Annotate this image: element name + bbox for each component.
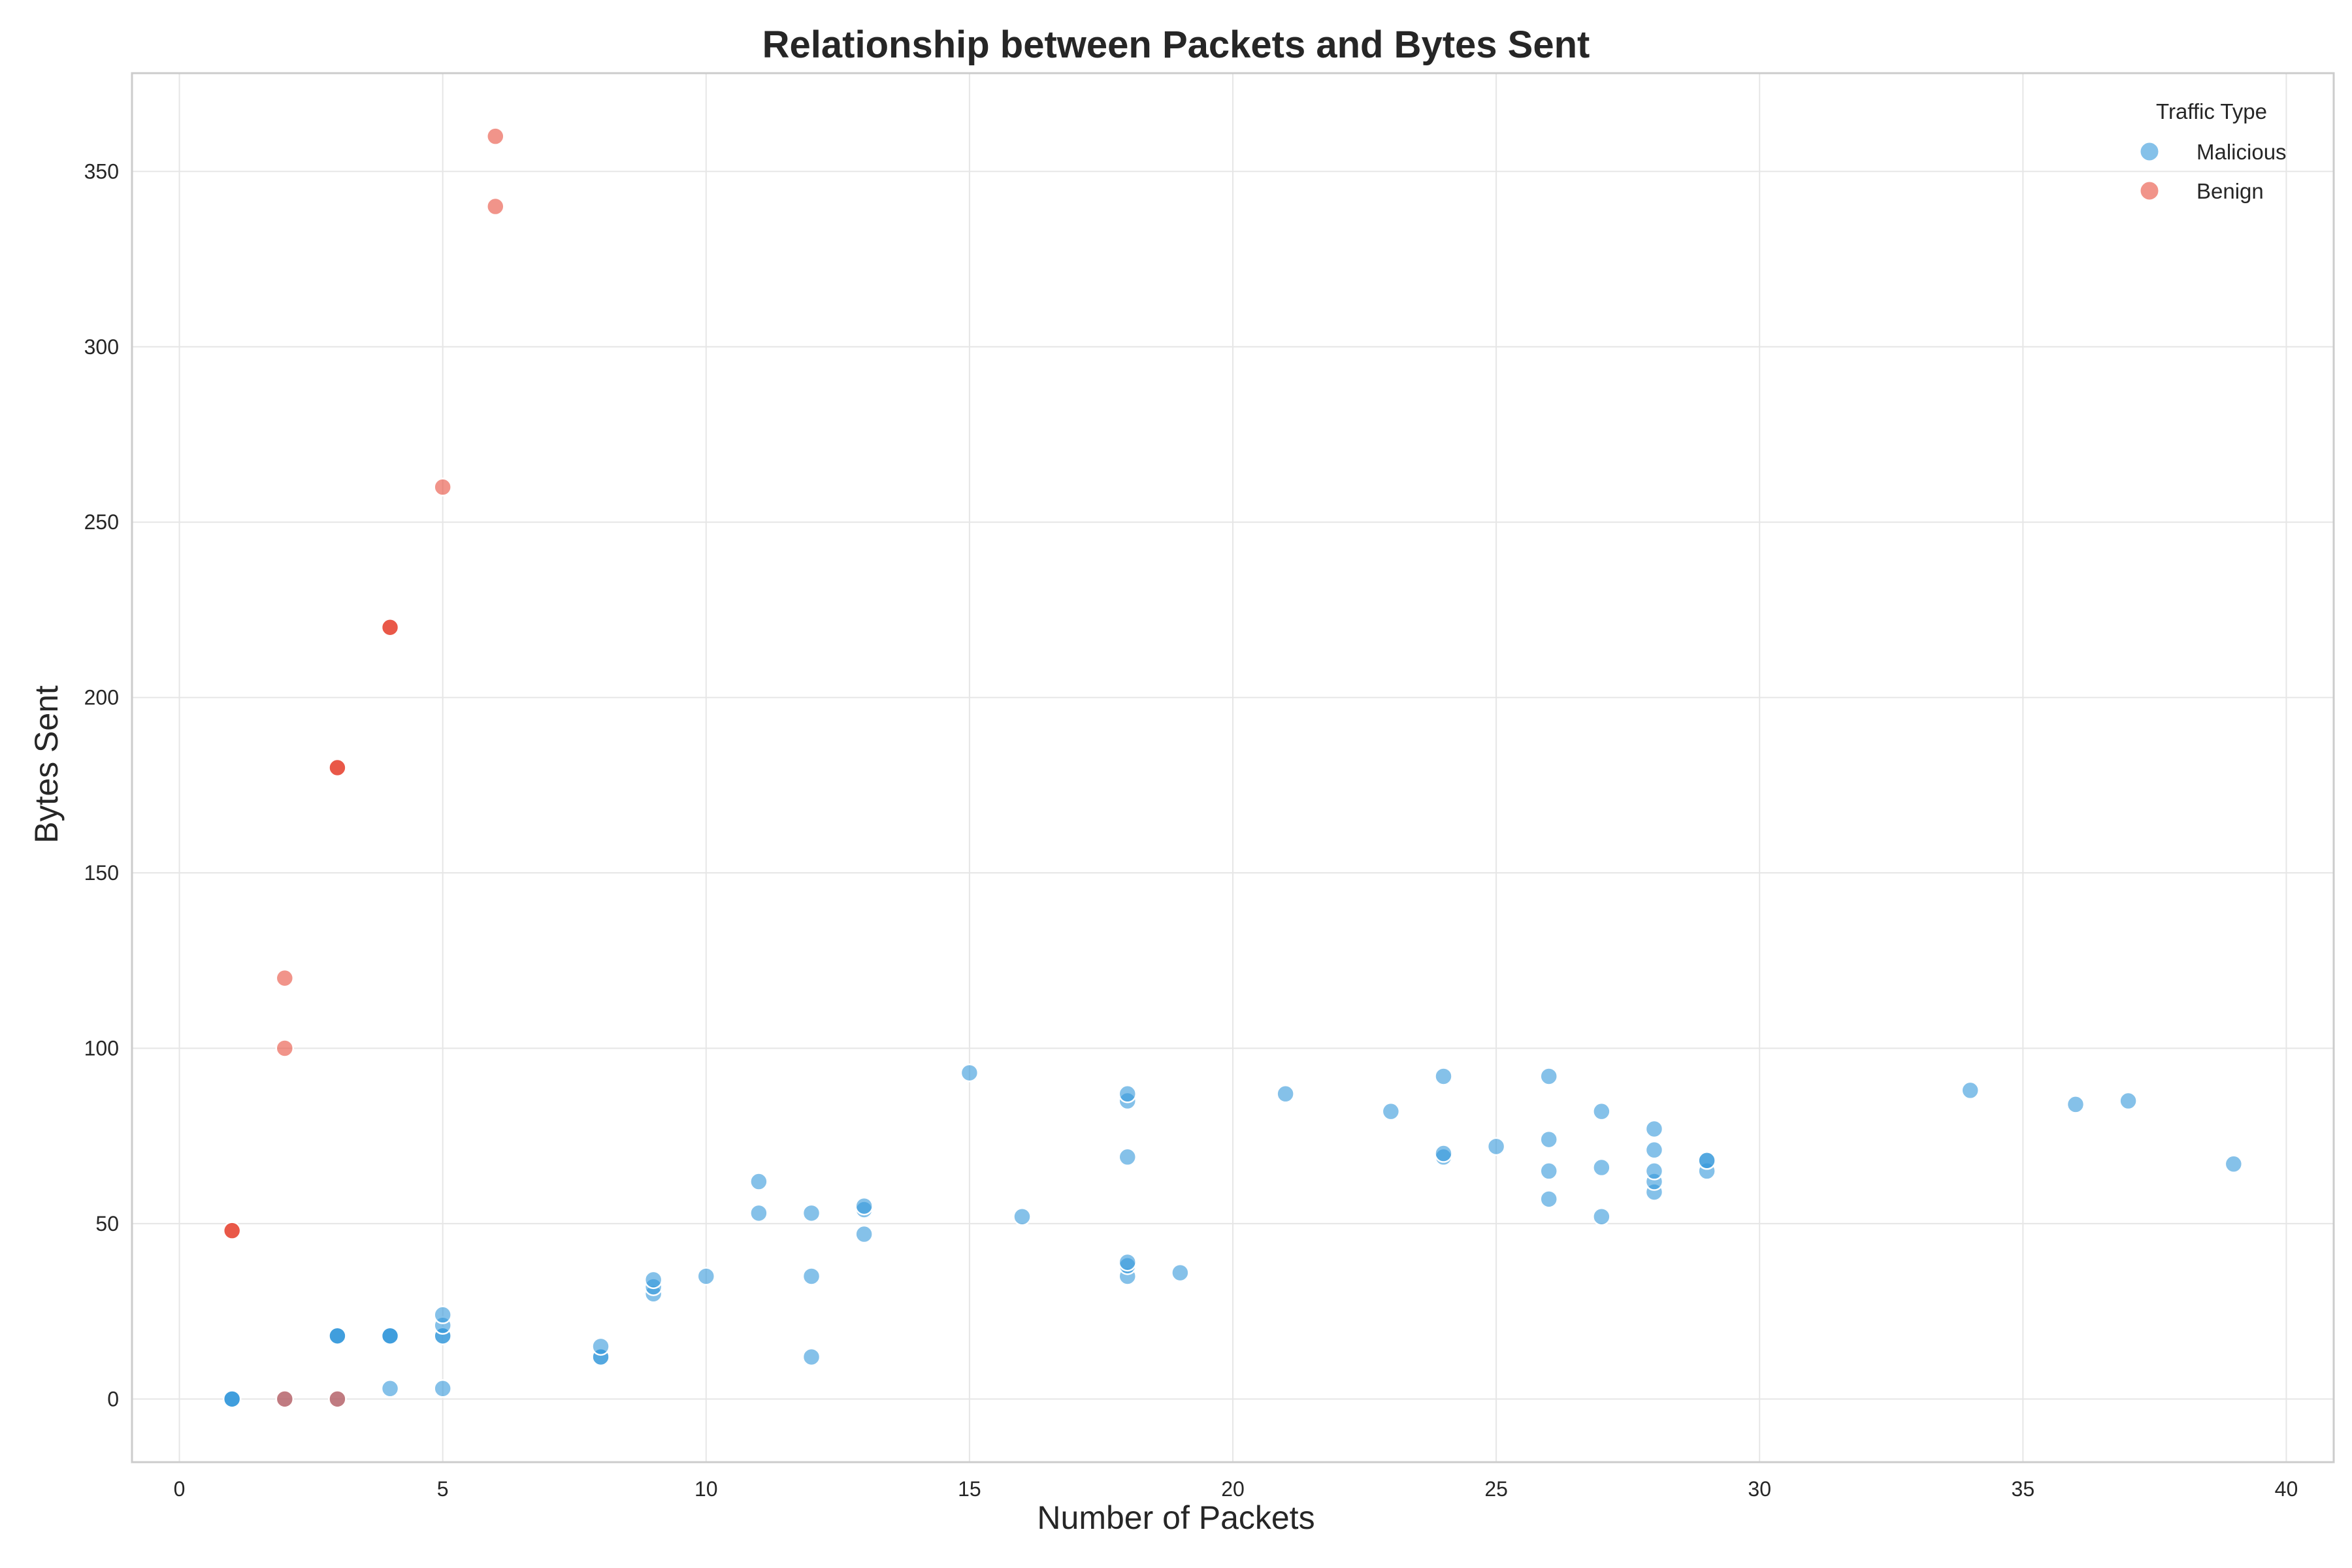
data-point-malicious	[2066, 1095, 2085, 1114]
data-point-malicious	[855, 1196, 874, 1216]
grid	[132, 73, 2334, 1462]
data-point-malicious	[433, 1379, 452, 1398]
data-point-malicious	[855, 1224, 874, 1244]
y-tick-label: 150	[84, 861, 119, 885]
data-point-malicious	[1013, 1207, 1032, 1226]
x-tick-label: 30	[1748, 1477, 1771, 1501]
data-point-malicious	[749, 1203, 768, 1223]
data-point-malicious	[1961, 1081, 1980, 1100]
y-tick-label: 50	[95, 1212, 119, 1235]
data-point-malicious	[1434, 1067, 1453, 1086]
data-point-benign	[275, 1390, 295, 1409]
data-point-malicious	[591, 1337, 610, 1356]
data-point-malicious	[1644, 1140, 1664, 1160]
data-point-malicious	[749, 1172, 768, 1191]
y-tick-label: 200	[84, 686, 119, 710]
data-point-malicious	[1539, 1130, 1558, 1149]
chart-title: Relationship between Packets and Bytes S…	[762, 24, 1590, 66]
data-point-malicious	[1644, 1162, 1664, 1181]
data-point-benign	[486, 127, 505, 146]
data-point-benign	[433, 478, 452, 497]
data-point-malicious	[1381, 1102, 1401, 1121]
y-tick-label: 300	[84, 335, 119, 359]
data-point-benign	[275, 968, 295, 988]
data-point-malicious	[1118, 1147, 1137, 1167]
data-point-malicious	[644, 1270, 663, 1290]
x-tick-label: 40	[2275, 1477, 2298, 1501]
data-point-malicious	[1118, 1085, 1137, 1103]
data-point-malicious	[1539, 1190, 1558, 1209]
x-tick-label: 35	[2012, 1477, 2035, 1501]
data-point-malicious	[433, 1305, 452, 1324]
legend-label-benign: Benign	[2197, 179, 2264, 203]
x-tick-label: 10	[694, 1477, 718, 1501]
data-point-malicious	[1486, 1137, 1506, 1156]
legend-title: Traffic Type	[2156, 99, 2267, 123]
data-point-benign	[275, 1039, 295, 1058]
data-point-benign	[380, 618, 400, 637]
data-point-malicious	[1539, 1162, 1558, 1181]
data-point-malicious	[1592, 1158, 1611, 1177]
data-point-benign	[486, 197, 505, 216]
data-point-malicious	[1539, 1067, 1558, 1086]
data-point-malicious	[960, 1063, 979, 1083]
data-point-malicious	[380, 1379, 400, 1398]
legend-marker-benign	[2138, 180, 2161, 202]
data-point-malicious	[1118, 1252, 1137, 1272]
data-point-benign	[222, 1221, 242, 1240]
data-point-malicious	[1276, 1085, 1295, 1103]
data-point-malicious	[696, 1267, 716, 1286]
data-point-malicious	[802, 1203, 821, 1223]
data-point-malicious	[1697, 1151, 1716, 1170]
data-point-malicious	[1434, 1144, 1453, 1163]
plot-frame	[131, 72, 2335, 1463]
x-tick-label: 25	[1484, 1477, 1508, 1501]
data-point-malicious	[2119, 1091, 2138, 1111]
data-points	[222, 127, 2244, 1409]
data-point-malicious	[1171, 1263, 1190, 1282]
x-tick-label: 0	[174, 1477, 186, 1501]
data-point-malicious	[1592, 1102, 1611, 1121]
x-tick-label: 15	[958, 1477, 981, 1501]
data-point-malicious	[222, 1390, 242, 1409]
x-tick-label: 5	[437, 1477, 449, 1501]
data-point-malicious	[380, 1326, 400, 1345]
x-tick-label: 20	[1221, 1477, 1245, 1501]
data-point-malicious	[1592, 1207, 1611, 1226]
data-point-benign	[328, 758, 347, 777]
data-point-malicious	[328, 1326, 347, 1345]
data-point-malicious	[802, 1267, 821, 1286]
y-tick-label: 0	[107, 1387, 119, 1411]
data-point-malicious	[2224, 1154, 2244, 1173]
y-tick-label: 100	[84, 1036, 119, 1060]
data-point-benign	[328, 1390, 347, 1409]
data-point-malicious	[802, 1347, 821, 1367]
legend-label-malicious: Malicious	[2197, 140, 2287, 164]
legend: Traffic Type Malicious Benign	[2138, 99, 2287, 203]
data-point-malicious	[1644, 1119, 1664, 1139]
x-axis-label: Number of Packets	[1037, 1499, 1315, 1536]
x-axis-ticks: 0 5 10 15 20 25 30 35 40	[174, 1477, 2298, 1501]
y-tick-label: 250	[84, 510, 119, 534]
y-tick-label: 350	[84, 159, 119, 183]
y-axis-ticks: 0 50 100 150 200 250 300 350	[84, 159, 119, 1411]
y-axis-label: Bytes Sent	[28, 685, 65, 843]
legend-marker-malicious	[2138, 140, 2161, 163]
